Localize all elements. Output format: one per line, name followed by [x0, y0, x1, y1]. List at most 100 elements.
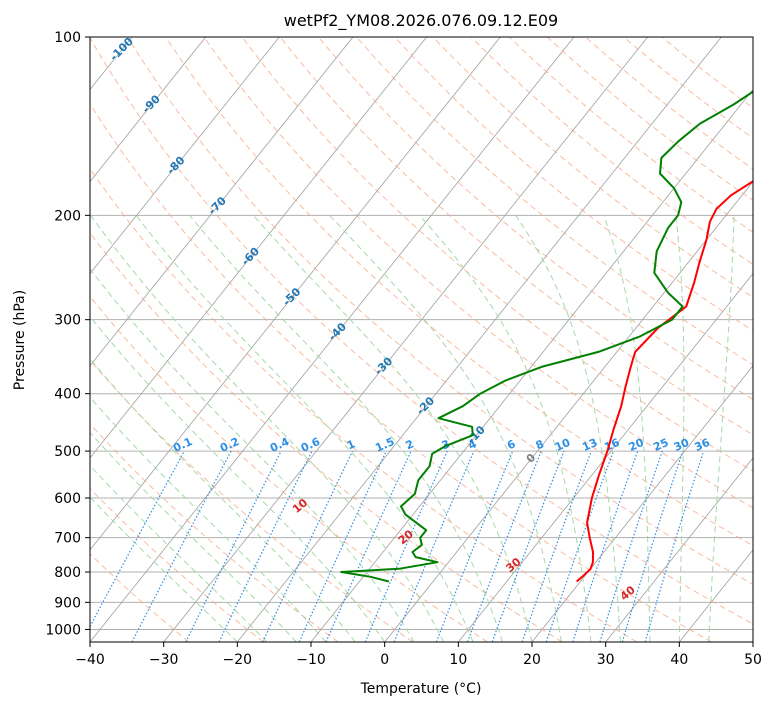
y-tick-label-7: 800 — [54, 565, 81, 581]
dry-adiabat-line-19 — [508, 37, 753, 233]
moist-adiabat-line-4 — [90, 358, 356, 642]
mixing-ratio-label-17: 36 — [693, 436, 713, 454]
dry-adiabat-line-13 — [279, 37, 753, 436]
y-tick-label-8: 900 — [54, 595, 81, 611]
isotherm-line-12 — [90, 37, 575, 642]
moist-adiabat-line-0 — [90, 496, 238, 642]
mixing-ratio-label-3: 0.6 — [299, 435, 322, 455]
moist-adiabat-line-1 — [90, 465, 268, 642]
x-tick-label-5: 10 — [449, 652, 467, 668]
mixing-ratio-label-6: 2 — [404, 437, 416, 452]
temperature-series-line — [576, 180, 753, 583]
mixing-ratio-line-8 — [393, 450, 475, 642]
mixing-ratio-line-2 — [185, 450, 282, 642]
moist-adiabat-line-16 — [708, 215, 735, 642]
dry-adiabat-line-4 — [90, 295, 488, 642]
y-tick-label-0: 100 — [54, 30, 81, 46]
mixing-ratio-line-0 — [90, 450, 185, 628]
chart-title: wetPf2_YM08.2026.076.09.12.E09 — [284, 11, 558, 31]
mixing-ratio-line-4 — [262, 450, 354, 642]
moist-adiabat-line-7 — [90, 215, 445, 642]
moist-adiabat-line-2 — [90, 431, 297, 642]
mixing-ratio-line-1 — [131, 450, 232, 642]
mixing-ratio-line-9 — [435, 450, 514, 642]
background-lines — [0, 37, 753, 642]
dry-adiabat-line-8 — [90, 37, 753, 625]
dry-adiabat-line-12 — [241, 37, 753, 472]
x-tick-label-6: 20 — [523, 652, 541, 668]
dry-adiabat-line-15 — [356, 37, 753, 366]
moist-adiabat-line-6 — [90, 268, 415, 642]
dry-adiabat-label-3: 40 — [618, 583, 638, 603]
dry-adiabat-line-10 — [165, 37, 753, 547]
y-tick-label-5: 600 — [54, 491, 81, 507]
moist-adiabat-line-14 — [603, 215, 651, 642]
y-tick-label-4: 500 — [54, 444, 81, 460]
mixing-ratio-label-16: 30 — [672, 436, 692, 454]
x-tick-label-8: 40 — [670, 652, 688, 668]
isotherm-line-19 — [605, 457, 753, 642]
dry-adiabat-label-1: 20 — [396, 527, 416, 547]
mixing-ratio-line-13 — [545, 450, 614, 642]
mixing-ratio-line-3 — [218, 450, 313, 642]
isotherm-line-9 — [90, 37, 354, 367]
isotherm-line-8 — [90, 37, 280, 275]
y-tick-label-9: 1000 — [45, 622, 81, 638]
plot-frame — [89, 36, 754, 643]
mixing-ratio-label-12: 13 — [580, 436, 599, 454]
dry-adiabat-line-0 — [90, 553, 190, 642]
dry-adiabat-line-5 — [90, 231, 563, 642]
mixing-ratio-label-2: 0.4 — [268, 435, 291, 455]
dry-adiabat-line-20 — [547, 37, 753, 201]
mixing-ratio-label-10: 8 — [534, 437, 546, 452]
isotherm-line-17 — [458, 273, 753, 642]
dry-adiabat-line-6 — [90, 167, 638, 642]
dry-adiabat-line-1 — [90, 487, 264, 642]
mixing-ratio-label-15: 25 — [651, 436, 670, 454]
y-tick-label-6: 700 — [54, 531, 81, 547]
mixing-ratio-label-14: 20 — [627, 436, 647, 454]
y-tick-label-3: 400 — [54, 387, 81, 403]
isotherm-label-4: -60 — [239, 245, 262, 268]
isotherm-label-0: -100 — [107, 35, 136, 64]
dry-adiabat-line-17 — [432, 37, 753, 298]
dry-adiabat-line-14 — [318, 37, 753, 401]
isotherm-line-13 — [163, 37, 648, 642]
mixing-ratio-line-16 — [621, 450, 684, 642]
dry-adiabat-line-23 — [661, 37, 753, 109]
isotherm-label-2: -80 — [164, 154, 187, 177]
moist-adiabat-line-5 — [90, 315, 386, 642]
x-tick-label-2: −20 — [223, 652, 253, 668]
isotherm-line-7 — [90, 37, 206, 183]
dry-adiabat-line-18 — [470, 37, 753, 265]
mixing-ratio-line-5 — [298, 450, 387, 642]
y-tick-label-2: 300 — [54, 313, 81, 329]
moist-adiabat-line-8 — [135, 214, 474, 642]
data-series — [340, 90, 753, 583]
mixing-ratio-line-12 — [521, 450, 592, 642]
isotherm-line-16 — [384, 180, 753, 642]
moist-adiabat-line-12 — [419, 214, 592, 642]
x-tick-label-7: 30 — [597, 652, 615, 668]
mixing-ratio-line-11 — [491, 450, 565, 642]
dry-adiabat-line-7 — [90, 102, 712, 642]
dry-adiabat-label-0: 10 — [290, 496, 310, 516]
mixing-ratio-line-10 — [466, 450, 542, 642]
moist-adiabat-line-11 — [329, 214, 562, 642]
dry-adiabat-line-16 — [394, 37, 753, 332]
moist-adiabat-line-15 — [675, 215, 685, 642]
isotherm-line-14 — [237, 37, 722, 642]
isotherm-line-5 — [0, 37, 58, 642]
moist-adiabat-line-10 — [252, 214, 533, 642]
x-tick-label-3: −10 — [296, 652, 326, 668]
x-axis-label: Temperature (°C) — [360, 681, 482, 697]
isotherm-line-15 — [310, 88, 753, 642]
isotherm-line-10 — [90, 37, 427, 459]
dewpoint-series-line — [340, 90, 753, 583]
moist-adiabat-line-13 — [515, 215, 621, 642]
isotherm-label-7: -30 — [372, 354, 395, 377]
mixing-ratio-line-15 — [599, 450, 663, 642]
x-tick-label-9: 50 — [744, 652, 762, 668]
y-tick-label-1: 200 — [54, 208, 81, 224]
